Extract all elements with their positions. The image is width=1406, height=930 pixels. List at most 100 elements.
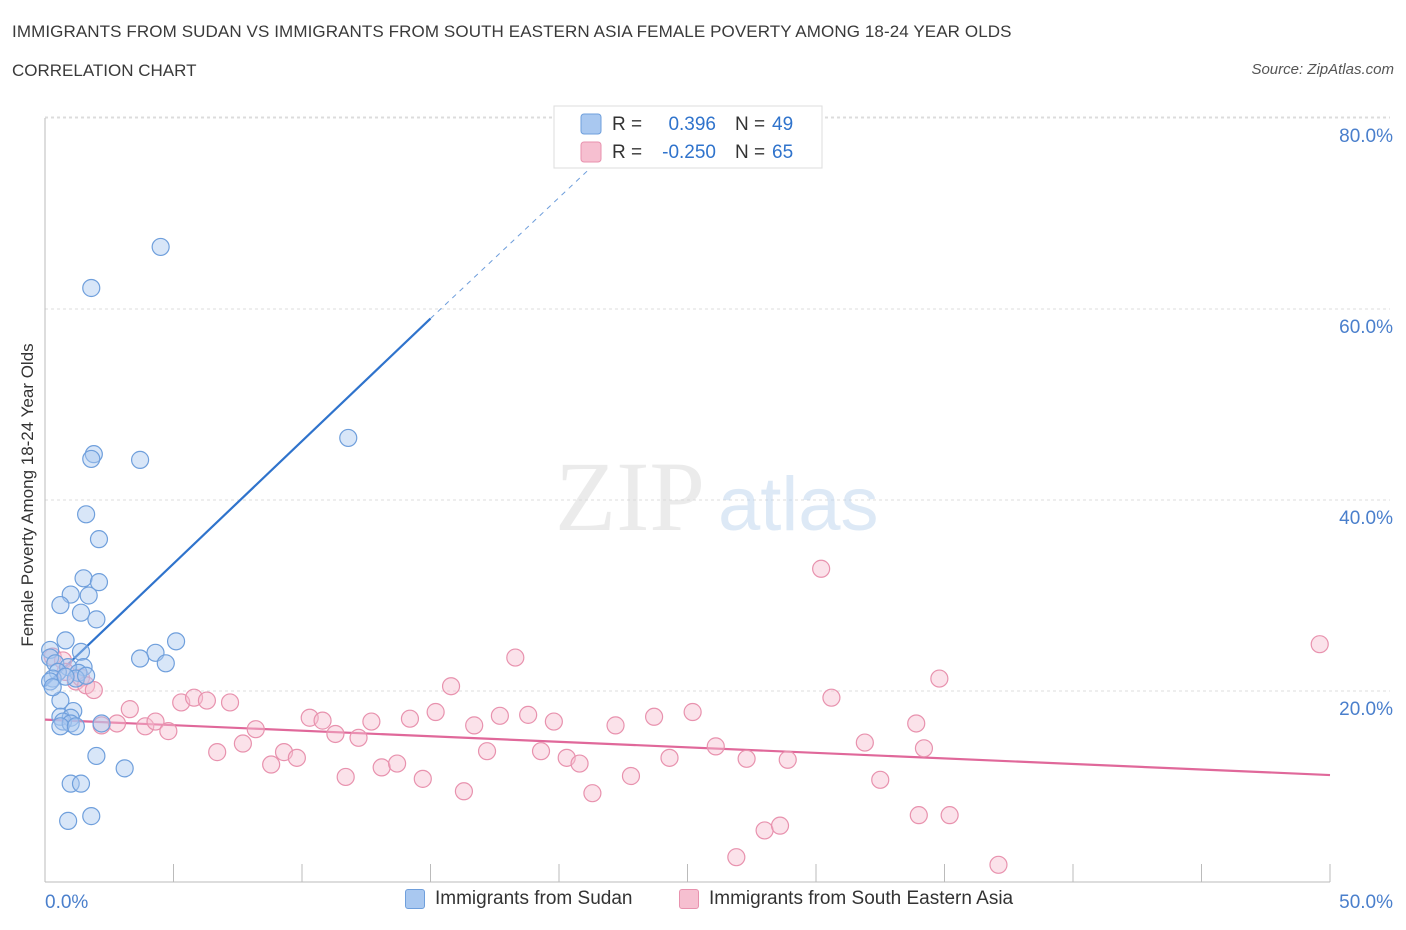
point-sudan-43 xyxy=(71,774,91,793)
x-tick-label-50: 50.0% xyxy=(1339,892,1393,913)
point-sea-46 xyxy=(606,716,625,735)
point-sudan-15 xyxy=(56,631,75,650)
legend-top: R = 0.396 N = 49 R = -0.250 N = 65 xyxy=(553,105,823,169)
point-sea-57 xyxy=(812,559,831,578)
legend-swatch-sudan-bottom xyxy=(405,889,425,909)
point-sudan-9 xyxy=(89,573,109,592)
point-sea-11 xyxy=(146,712,165,731)
point-sea-47 xyxy=(621,766,641,786)
point-sea-16 xyxy=(208,743,227,762)
legend-swatch-sea xyxy=(580,141,602,163)
point-sea-20 xyxy=(262,755,281,774)
point-sudan-6 xyxy=(77,505,96,524)
series-sudan xyxy=(41,237,358,830)
point-sea-31 xyxy=(400,709,420,728)
point-sea-37 xyxy=(477,742,497,761)
point-sea-28 xyxy=(362,712,381,731)
point-sea-35 xyxy=(454,782,474,801)
point-sea-59 xyxy=(855,733,874,752)
point-sea-62 xyxy=(909,806,928,825)
point-sea-24 xyxy=(313,711,332,730)
chart-title: IMMIGRANTS FROM SUDAN VS IMMIGRANTS FROM… xyxy=(12,22,1012,41)
point-sudan-48 xyxy=(77,666,96,685)
point-sudan-14 xyxy=(87,610,106,629)
point-sea-25 xyxy=(326,724,345,744)
point-sudan-37 xyxy=(92,714,111,733)
point-sudan-3 xyxy=(84,445,103,464)
point-sudan-7 xyxy=(89,530,109,549)
x-tick-label-0: 0.0% xyxy=(45,892,88,913)
legend-r-label-sudan: R = xyxy=(612,114,642,135)
point-sea-12 xyxy=(159,722,178,741)
point-sea-10 xyxy=(136,717,155,736)
point-sea-60 xyxy=(871,770,890,789)
point-sea-58 xyxy=(822,688,841,707)
legend-label-sudan: Immigrants from Sudan xyxy=(435,888,633,909)
point-sea-41 xyxy=(531,742,551,761)
point-sudan-16 xyxy=(166,632,186,651)
point-sudan-44 xyxy=(59,811,78,830)
legend-r-value-sea: -0.250 xyxy=(662,142,716,163)
point-sea-51 xyxy=(706,737,725,756)
point-sudan-8 xyxy=(74,569,93,588)
point-sudan-2 xyxy=(339,428,358,448)
point-sudan-23 xyxy=(156,654,175,673)
watermark-atlas: atlas xyxy=(718,462,879,547)
point-sudan-41 xyxy=(115,759,134,778)
chart-subtitle: CORRELATION CHART xyxy=(12,61,197,80)
legend-r-label-sea: R = xyxy=(612,142,642,163)
y-tick-label-80: 80.0% xyxy=(1339,126,1393,147)
watermark: ZIP atlas xyxy=(555,441,879,552)
legend-swatch-sudan xyxy=(580,113,602,135)
legend-r-value-sudan: 0.396 xyxy=(668,114,716,135)
series-south-eastern-asia xyxy=(43,559,1329,874)
point-sea-32 xyxy=(413,769,432,788)
legend-swatch-sea-bottom xyxy=(679,889,699,909)
point-sea-63 xyxy=(930,669,949,688)
point-sea-22 xyxy=(287,748,306,767)
point-sea-26 xyxy=(336,767,355,787)
legend-item-sea: Immigrants from South Eastern Asia xyxy=(679,888,1013,910)
point-sudan-19 xyxy=(41,640,60,660)
point-sudan-0 xyxy=(151,237,170,257)
point-sudan-45 xyxy=(82,807,101,826)
point-sea-66 xyxy=(914,739,934,758)
point-sea-56 xyxy=(778,750,797,769)
point-sudan-46 xyxy=(43,678,62,697)
legend-n-value-sea: 65 xyxy=(772,142,793,163)
point-sudan-31 xyxy=(51,691,70,710)
point-sudan-42 xyxy=(61,774,80,793)
point-sudan-20 xyxy=(41,648,60,667)
point-sea-67 xyxy=(1310,635,1329,654)
tick-labels: 20.0% 40.0% 60.0% 80.0% 0.0% 50.0% xyxy=(45,126,1393,913)
point-sudan-11 xyxy=(79,586,98,605)
point-sudan-47 xyxy=(56,667,75,686)
point-sudan-13 xyxy=(71,603,91,622)
point-sea-49 xyxy=(660,748,679,767)
point-sea-8 xyxy=(107,714,127,733)
legend-n-label-sudan: N = xyxy=(735,114,765,135)
point-sudan-39 xyxy=(66,717,85,736)
point-sea-27 xyxy=(349,728,368,747)
y-tick-label-20: 20.0% xyxy=(1339,699,1393,720)
point-sea-9 xyxy=(120,700,139,719)
gridlines xyxy=(45,116,1390,692)
point-sea-54 xyxy=(755,821,774,840)
point-sudan-36 xyxy=(61,714,80,733)
point-sea-40 xyxy=(519,705,538,724)
point-sea-19 xyxy=(246,720,265,739)
point-sea-18 xyxy=(233,734,252,753)
legend-n-value-sudan: 49 xyxy=(772,114,793,135)
point-sea-39 xyxy=(506,648,525,667)
point-sudan-5 xyxy=(130,450,150,469)
point-sudan-21 xyxy=(130,649,150,668)
point-sea-34 xyxy=(441,677,461,696)
point-sudan-4 xyxy=(82,449,101,469)
point-sea-45 xyxy=(583,784,602,803)
point-sea-61 xyxy=(907,714,926,733)
legend-bottom: Immigrants from Sudan Immigrants from So… xyxy=(0,888,1406,916)
point-sea-65 xyxy=(989,855,1008,874)
point-sudan-18 xyxy=(71,642,91,661)
y-tick-label-40: 40.0% xyxy=(1339,508,1393,529)
